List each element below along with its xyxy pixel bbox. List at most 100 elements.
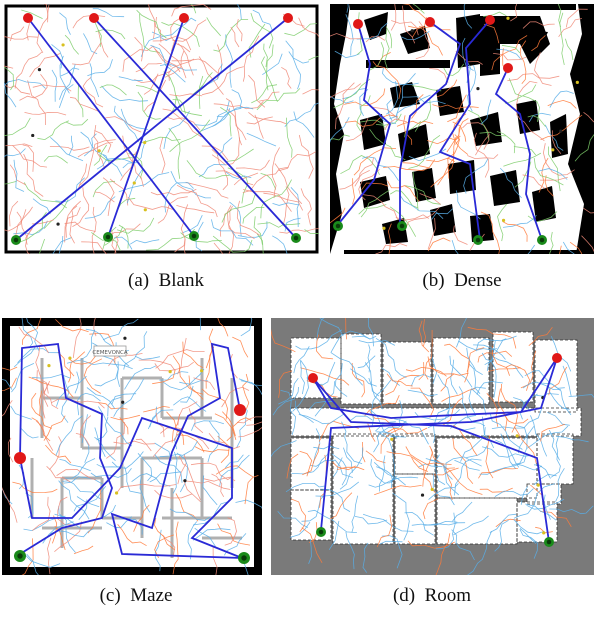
- tree-branch: [222, 411, 236, 437]
- sample-dot: [515, 434, 519, 438]
- tree-branch: [306, 380, 338, 398]
- tree-branch: [319, 361, 336, 387]
- start-marker: [308, 373, 318, 383]
- tree-branch: [519, 529, 538, 559]
- maze-start-goal-markers: [14, 404, 250, 564]
- tree-branch: [389, 73, 416, 120]
- tree-branch: [445, 456, 482, 480]
- planned-path: [320, 357, 558, 531]
- tree-branch: [581, 235, 594, 253]
- tree-branch: [105, 116, 142, 133]
- tree-branch: [485, 435, 494, 479]
- tree-branch: [2, 366, 18, 371]
- tree-branch: [494, 488, 534, 497]
- tree-branch: [175, 94, 202, 117]
- tree-branch: [330, 95, 354, 104]
- tree-branch: [333, 78, 371, 109]
- tree-branch: [339, 170, 370, 190]
- tree-branch: [501, 44, 521, 54]
- tree-branch: [194, 527, 216, 547]
- tree-branch: [387, 180, 420, 202]
- room-wall: [290, 407, 582, 437]
- tree-branch: [260, 56, 278, 103]
- tree-branch: [54, 525, 66, 551]
- sample-dot: [61, 43, 65, 47]
- tree-branch: [351, 362, 365, 398]
- start-marker: [14, 452, 26, 464]
- sample-dot: [56, 222, 60, 226]
- tree-branch: [211, 149, 229, 191]
- tree-branch: [380, 424, 405, 454]
- tree-branch: [244, 475, 259, 505]
- goal-marker-center: [17, 553, 23, 559]
- tree-branch: [285, 40, 301, 90]
- tree-branch: [107, 223, 141, 239]
- tree-branch: [298, 17, 319, 38]
- tree-branch: [246, 132, 277, 147]
- tree-branch: [538, 168, 568, 180]
- tree-branch: [558, 18, 582, 38]
- tree-branch: [205, 328, 214, 369]
- sample-dot: [501, 218, 506, 222]
- caption-blank-label: (a): [128, 270, 150, 291]
- tree-branch: [4, 66, 14, 91]
- tree-branch: [129, 239, 160, 245]
- sample-dot: [47, 364, 51, 368]
- goal-marker-center: [105, 234, 111, 240]
- tree-branch: [95, 29, 126, 40]
- tree-branch: [7, 437, 14, 463]
- room-wall: [432, 337, 490, 405]
- tree-branch: [236, 200, 261, 236]
- tree-branch: [354, 157, 374, 187]
- tree-branch: [164, 50, 185, 78]
- tree-branch: [72, 187, 90, 227]
- tree-branch: [77, 392, 101, 416]
- dense-start-goal-markers: [333, 15, 547, 245]
- tree-branch: [445, 468, 453, 501]
- tree-branch: [544, 175, 554, 197]
- tree-branch: [477, 350, 513, 363]
- tree-branch: [479, 131, 506, 137]
- tree-branch: [402, 96, 446, 105]
- tree-branch: [136, 9, 167, 39]
- tree-branch: [176, 184, 218, 218]
- tree-branch: [446, 127, 461, 153]
- tree-branch: [154, 48, 181, 73]
- tree-branch: [54, 521, 82, 553]
- tree-branch: [391, 20, 419, 36]
- tree-branch: [298, 134, 314, 179]
- tree-branch: [77, 142, 113, 158]
- tree-branch: [74, 371, 80, 394]
- maze-map: CEMEVONCA: [2, 318, 262, 575]
- tree-branch: [110, 414, 140, 421]
- tree-branch: [551, 130, 562, 154]
- sample-dot: [575, 80, 579, 84]
- tree-branch: [411, 94, 424, 119]
- tree-branch: [135, 85, 160, 94]
- tree-branch: [475, 134, 490, 156]
- planned-path: [438, 19, 491, 241]
- tree-branch: [35, 344, 49, 394]
- goal-marker-center: [539, 237, 545, 243]
- goal-marker-center: [399, 223, 405, 229]
- tree-branch: [116, 483, 177, 493]
- tree-branch: [461, 37, 474, 72]
- tree-branch: [168, 127, 181, 179]
- tree-branch: [422, 319, 427, 347]
- tree-branch: [122, 139, 146, 169]
- tree-branch: [430, 448, 455, 469]
- tree-branch: [319, 318, 344, 337]
- tree-branch: [260, 173, 277, 190]
- tree-branch: [158, 43, 187, 79]
- tree-branch: [28, 376, 74, 398]
- sample-dot: [68, 356, 72, 360]
- tree-branch: [43, 155, 68, 164]
- tree-branch: [9, 164, 26, 186]
- tree-branch: [284, 102, 319, 127]
- tree-branch: [31, 417, 51, 442]
- tree-branch: [182, 215, 203, 234]
- tree-branch: [480, 99, 492, 125]
- tree-branch: [213, 100, 264, 110]
- tree-branch: [562, 365, 572, 397]
- sample-dot: [121, 400, 125, 404]
